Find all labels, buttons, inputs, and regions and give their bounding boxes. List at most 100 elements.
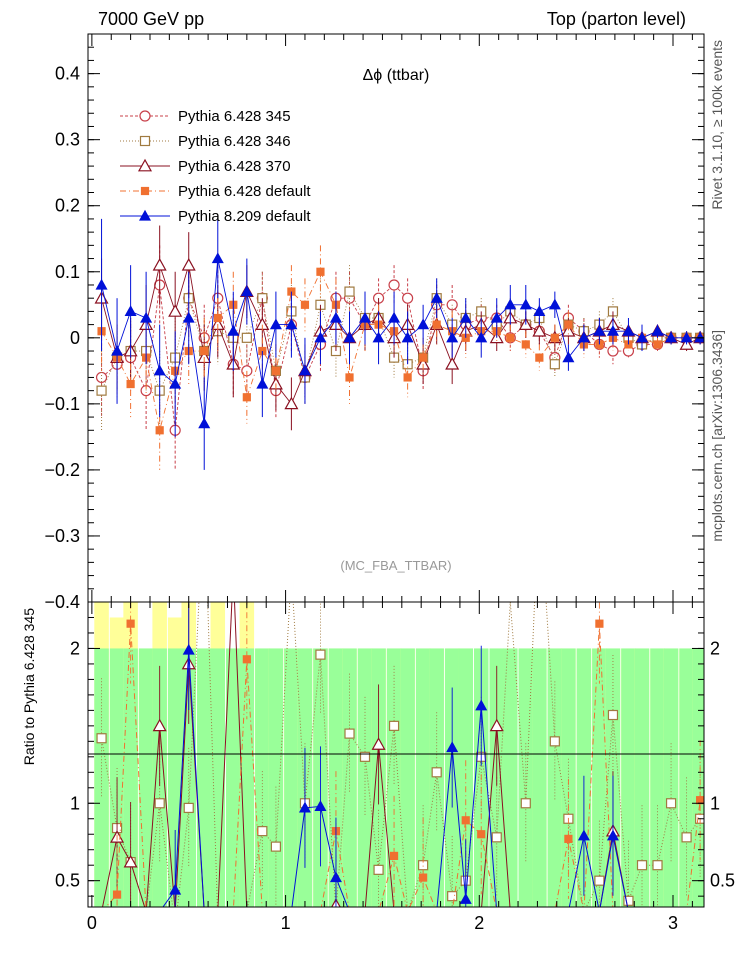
data-point — [504, 298, 517, 310]
legend-label: Pythia 8.209 default — [178, 208, 311, 225]
inner-band — [415, 648, 431, 907]
data-point — [96, 385, 107, 396]
ratio-point — [419, 873, 428, 882]
data-point — [227, 324, 240, 336]
data-point — [550, 333, 559, 342]
legend-entry: Pythia 6.428 346 — [120, 133, 291, 150]
data-point — [519, 298, 532, 310]
legend-entry: Pythia 8.209 default — [120, 208, 311, 225]
ratio-point — [623, 895, 634, 906]
inner-band — [138, 648, 154, 907]
ratio-point — [123, 854, 138, 868]
y-tick-label: −0.3 — [44, 526, 80, 546]
ratio-point — [315, 649, 326, 660]
legend-label: Pythia 6.428 370 — [178, 158, 291, 175]
data-point — [314, 331, 327, 343]
data-point — [606, 324, 619, 336]
inner-band — [342, 648, 357, 907]
ratio-point — [126, 619, 135, 628]
data-point — [269, 318, 282, 330]
ratio-point — [549, 736, 560, 747]
y-tick-label: 0.4 — [55, 64, 80, 84]
ratio-point — [242, 655, 251, 664]
rivet-version-label: Rivet 3.1.10, ≥ 100k events — [709, 40, 725, 210]
header-energy-label: 7000 GeV pp — [98, 9, 204, 29]
y-tick-label: −0.4 — [44, 592, 80, 612]
ratio-point — [577, 829, 590, 841]
ratio-point — [594, 875, 605, 886]
data-point — [124, 305, 137, 316]
ratio-point — [491, 832, 502, 843]
inner-band — [650, 648, 665, 907]
data-point — [168, 304, 183, 317]
ratio-series-4 — [162, 602, 629, 907]
data-point — [432, 320, 441, 329]
inner-band — [284, 648, 299, 907]
y-tick-label: 0.2 — [55, 196, 80, 216]
data-point — [459, 311, 472, 323]
data-point — [358, 311, 372, 323]
main-data-layer — [94, 218, 704, 470]
main-panel: −0.4 −0.3 −0.2 −0.1 0 0.1 0.2 0.3 0.4 Δϕ (ttbar)… — [44, 33, 705, 612]
ratio-axes: 0.5 0.5 1 1 2 2 0 1 2 3 — [55, 602, 735, 933]
y-tick-label: 0.3 — [55, 130, 80, 150]
ratio-point — [606, 829, 619, 841]
data-point — [445, 356, 460, 370]
ratio-point — [564, 834, 573, 843]
y-tick-label: 0.1 — [55, 262, 80, 282]
y-tick-label: 0 — [70, 328, 80, 348]
data-point — [430, 291, 443, 303]
legend-entry: Pythia 6.428 default — [120, 183, 311, 200]
data-point — [593, 324, 606, 336]
data-point — [475, 331, 488, 343]
data-point — [521, 340, 530, 349]
ratio-line — [162, 649, 629, 907]
ratio-point — [446, 741, 459, 753]
data-point — [316, 267, 325, 276]
data-point — [140, 311, 153, 323]
ratio-point — [520, 798, 531, 809]
data-point — [343, 331, 356, 343]
inner-band — [634, 648, 650, 907]
y-tick-label: −0.1 — [44, 394, 80, 414]
data-point — [241, 332, 252, 343]
legend-label: Pythia 6.428 default — [178, 183, 311, 200]
data-point — [240, 285, 253, 297]
ratio-point — [182, 643, 195, 655]
data-point — [388, 311, 401, 323]
ratio-y-tick-label-right: 1 — [710, 793, 720, 813]
data-point — [562, 351, 575, 363]
main-title: Δϕ (ttbar) — [363, 67, 430, 84]
data-point — [152, 257, 167, 271]
data-point — [111, 344, 124, 356]
legend-marker — [137, 158, 153, 172]
ratio-point — [681, 832, 692, 843]
ratio-point — [112, 890, 122, 899]
legend-marker — [139, 110, 151, 122]
ratio-point — [257, 826, 268, 837]
data-point — [419, 353, 428, 362]
data-point — [417, 318, 430, 330]
ratio-point — [477, 830, 486, 839]
data-point — [200, 346, 209, 356]
data-point — [388, 279, 400, 291]
data-point — [213, 313, 222, 323]
ratio-point — [298, 801, 311, 813]
data-point — [182, 311, 195, 323]
data-point — [402, 292, 414, 304]
analysis-watermark: (MC_FBA_TTBAR) — [340, 558, 451, 573]
data-point — [653, 340, 662, 349]
data-point — [95, 371, 108, 384]
inner-band — [532, 648, 547, 907]
data-point — [242, 393, 251, 402]
x-tick-label: 3 — [668, 913, 678, 933]
data-point — [211, 252, 224, 264]
data-point — [635, 331, 649, 343]
data-point — [535, 353, 544, 362]
ratio-point — [152, 718, 167, 732]
data-point — [680, 331, 693, 343]
inner-band — [196, 648, 212, 907]
data-point — [198, 417, 211, 429]
data-point — [169, 377, 182, 389]
ratio-point — [595, 619, 604, 628]
